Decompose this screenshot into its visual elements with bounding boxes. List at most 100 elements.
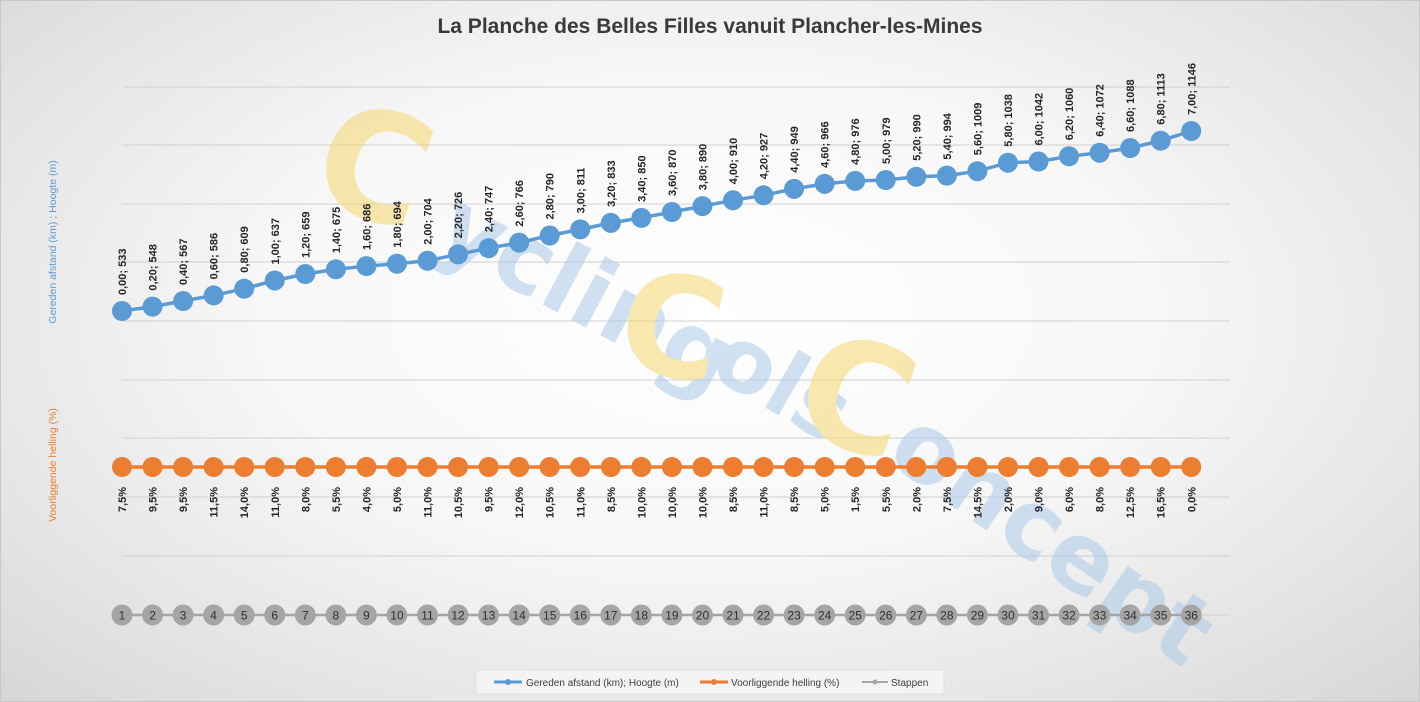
gradient-point bbox=[875, 457, 896, 477]
gradient-point bbox=[1150, 457, 1171, 477]
chart-marks: 0,00; 533 0,20; 548 0,40; 567 0,60; 586 0,80… bbox=[111, 63, 1202, 626]
step-point bbox=[814, 604, 836, 626]
gradient-point bbox=[784, 457, 805, 477]
gradient-point bbox=[1028, 457, 1049, 477]
height-data-label: 2,20; 726 bbox=[453, 192, 465, 238]
gradient-data-label: 14,5% bbox=[972, 487, 984, 518]
gradient-point bbox=[723, 457, 743, 477]
height-data-label: 3,80; 890 bbox=[698, 144, 710, 190]
gradient-point bbox=[600, 457, 621, 477]
watermark-word-3: oncept bbox=[870, 387, 1234, 688]
height-data-label: 5,00; 979 bbox=[881, 118, 893, 164]
gradient-point bbox=[692, 457, 713, 477]
step-label: 21 bbox=[726, 609, 740, 623]
height-point bbox=[173, 291, 194, 312]
height-point bbox=[478, 238, 499, 259]
height-point bbox=[875, 170, 896, 191]
step-label: 24 bbox=[818, 609, 832, 623]
step-point bbox=[1119, 604, 1141, 626]
height-data-label: 0,00; 533 bbox=[117, 249, 129, 295]
gradient-data-label: 8,5% bbox=[789, 487, 801, 512]
gradient-point bbox=[967, 457, 988, 477]
gradient-data-label: 7,5% bbox=[117, 487, 129, 512]
legend-label-steps: Stappen bbox=[891, 678, 928, 689]
step-label: 9 bbox=[363, 609, 370, 623]
height-point bbox=[845, 170, 866, 191]
step-label: 25 bbox=[849, 609, 863, 623]
height-point bbox=[814, 173, 835, 194]
gradient-point bbox=[1181, 457, 1202, 477]
height-point bbox=[692, 196, 713, 217]
gradient-data-label: 11,5% bbox=[209, 487, 221, 518]
gradient-point bbox=[570, 457, 591, 477]
step-label: 16 bbox=[574, 609, 588, 623]
height-point bbox=[142, 296, 163, 317]
height-data-label: 7,00; 1146 bbox=[1186, 63, 1198, 115]
height-point bbox=[203, 285, 224, 306]
step-label: 11 bbox=[421, 609, 434, 623]
legend-label-gradient: Voorliggende helling (%) bbox=[731, 678, 839, 689]
step-label: 28 bbox=[940, 609, 954, 623]
gradient-data-label: 9,0% bbox=[1034, 487, 1046, 512]
gradient-point bbox=[631, 457, 652, 477]
height-data-label: 5,20; 990 bbox=[911, 114, 923, 160]
legend-label-height: Gereden afstand (km); Hoogte (m) bbox=[526, 678, 679, 689]
gradient-data-label: 9,5% bbox=[484, 487, 496, 512]
step-point bbox=[478, 604, 500, 626]
height-point bbox=[1028, 151, 1049, 172]
height-data-label: 4,80; 976 bbox=[850, 118, 862, 164]
height-data-label: 6,40; 1072 bbox=[1095, 84, 1107, 137]
step-point bbox=[203, 604, 225, 626]
height-point bbox=[936, 165, 957, 186]
step-point bbox=[386, 604, 408, 626]
step-label: 8 bbox=[333, 609, 340, 623]
step-point bbox=[294, 604, 316, 626]
gradient-point bbox=[234, 457, 255, 477]
step-label: 36 bbox=[1185, 609, 1199, 623]
gradient-point bbox=[753, 457, 774, 477]
height-data-label: 1,00; 637 bbox=[270, 218, 282, 264]
gradient-data-label: 11,0% bbox=[423, 487, 435, 518]
step-label: 2 bbox=[149, 609, 156, 623]
step-label: 17 bbox=[604, 609, 618, 623]
gradient-data-label: 8,0% bbox=[300, 487, 312, 512]
legend-dot-steps bbox=[872, 679, 878, 685]
height-point bbox=[1120, 138, 1141, 159]
step-label: 29 bbox=[971, 609, 985, 623]
height-point bbox=[1089, 142, 1110, 163]
step-label: 5 bbox=[241, 609, 248, 623]
gradient-data-label: 11,0% bbox=[575, 487, 587, 518]
height-data-label: 3,20; 833 bbox=[606, 160, 618, 206]
step-point bbox=[600, 604, 622, 626]
y-axis-label-top: Gereden afstand (km) ; Hoogte (m) bbox=[47, 160, 59, 323]
gradient-data-label: 14,0% bbox=[239, 487, 251, 518]
height-point bbox=[295, 264, 316, 285]
step-label: 13 bbox=[482, 609, 496, 623]
gradient-data-label: 1,5% bbox=[850, 487, 862, 512]
height-data-label: 4,60; 966 bbox=[820, 121, 832, 167]
step-point bbox=[539, 604, 561, 626]
step-point bbox=[447, 604, 469, 626]
height-data-label: 0,20; 548 bbox=[148, 244, 160, 290]
step-label: 20 bbox=[696, 609, 710, 623]
gradient-data-label: 5,0% bbox=[820, 487, 832, 512]
gradient-data-label: 12,5% bbox=[1125, 487, 1137, 518]
height-data-label: 2,00; 704 bbox=[423, 197, 435, 244]
height-point bbox=[264, 270, 285, 291]
height-data-label: 0,80; 609 bbox=[239, 226, 251, 272]
height-point bbox=[417, 250, 438, 271]
height-point bbox=[1059, 146, 1080, 167]
height-point bbox=[509, 232, 530, 253]
gradient-point bbox=[173, 457, 194, 477]
gradient-data-label: 8,5% bbox=[606, 487, 618, 512]
gradient-data-label: 2,0% bbox=[1003, 487, 1015, 512]
gradient-data-label: 8,0% bbox=[1095, 487, 1107, 512]
gradient-point bbox=[203, 457, 224, 477]
gradient-point bbox=[936, 457, 957, 477]
height-data-label: 5,80; 1038 bbox=[1003, 94, 1015, 147]
gradient-data-label: 10,5% bbox=[545, 487, 557, 518]
gradient-point bbox=[417, 457, 438, 477]
gradient-point bbox=[448, 457, 469, 477]
gradient-data-label: 7,5% bbox=[942, 487, 954, 512]
